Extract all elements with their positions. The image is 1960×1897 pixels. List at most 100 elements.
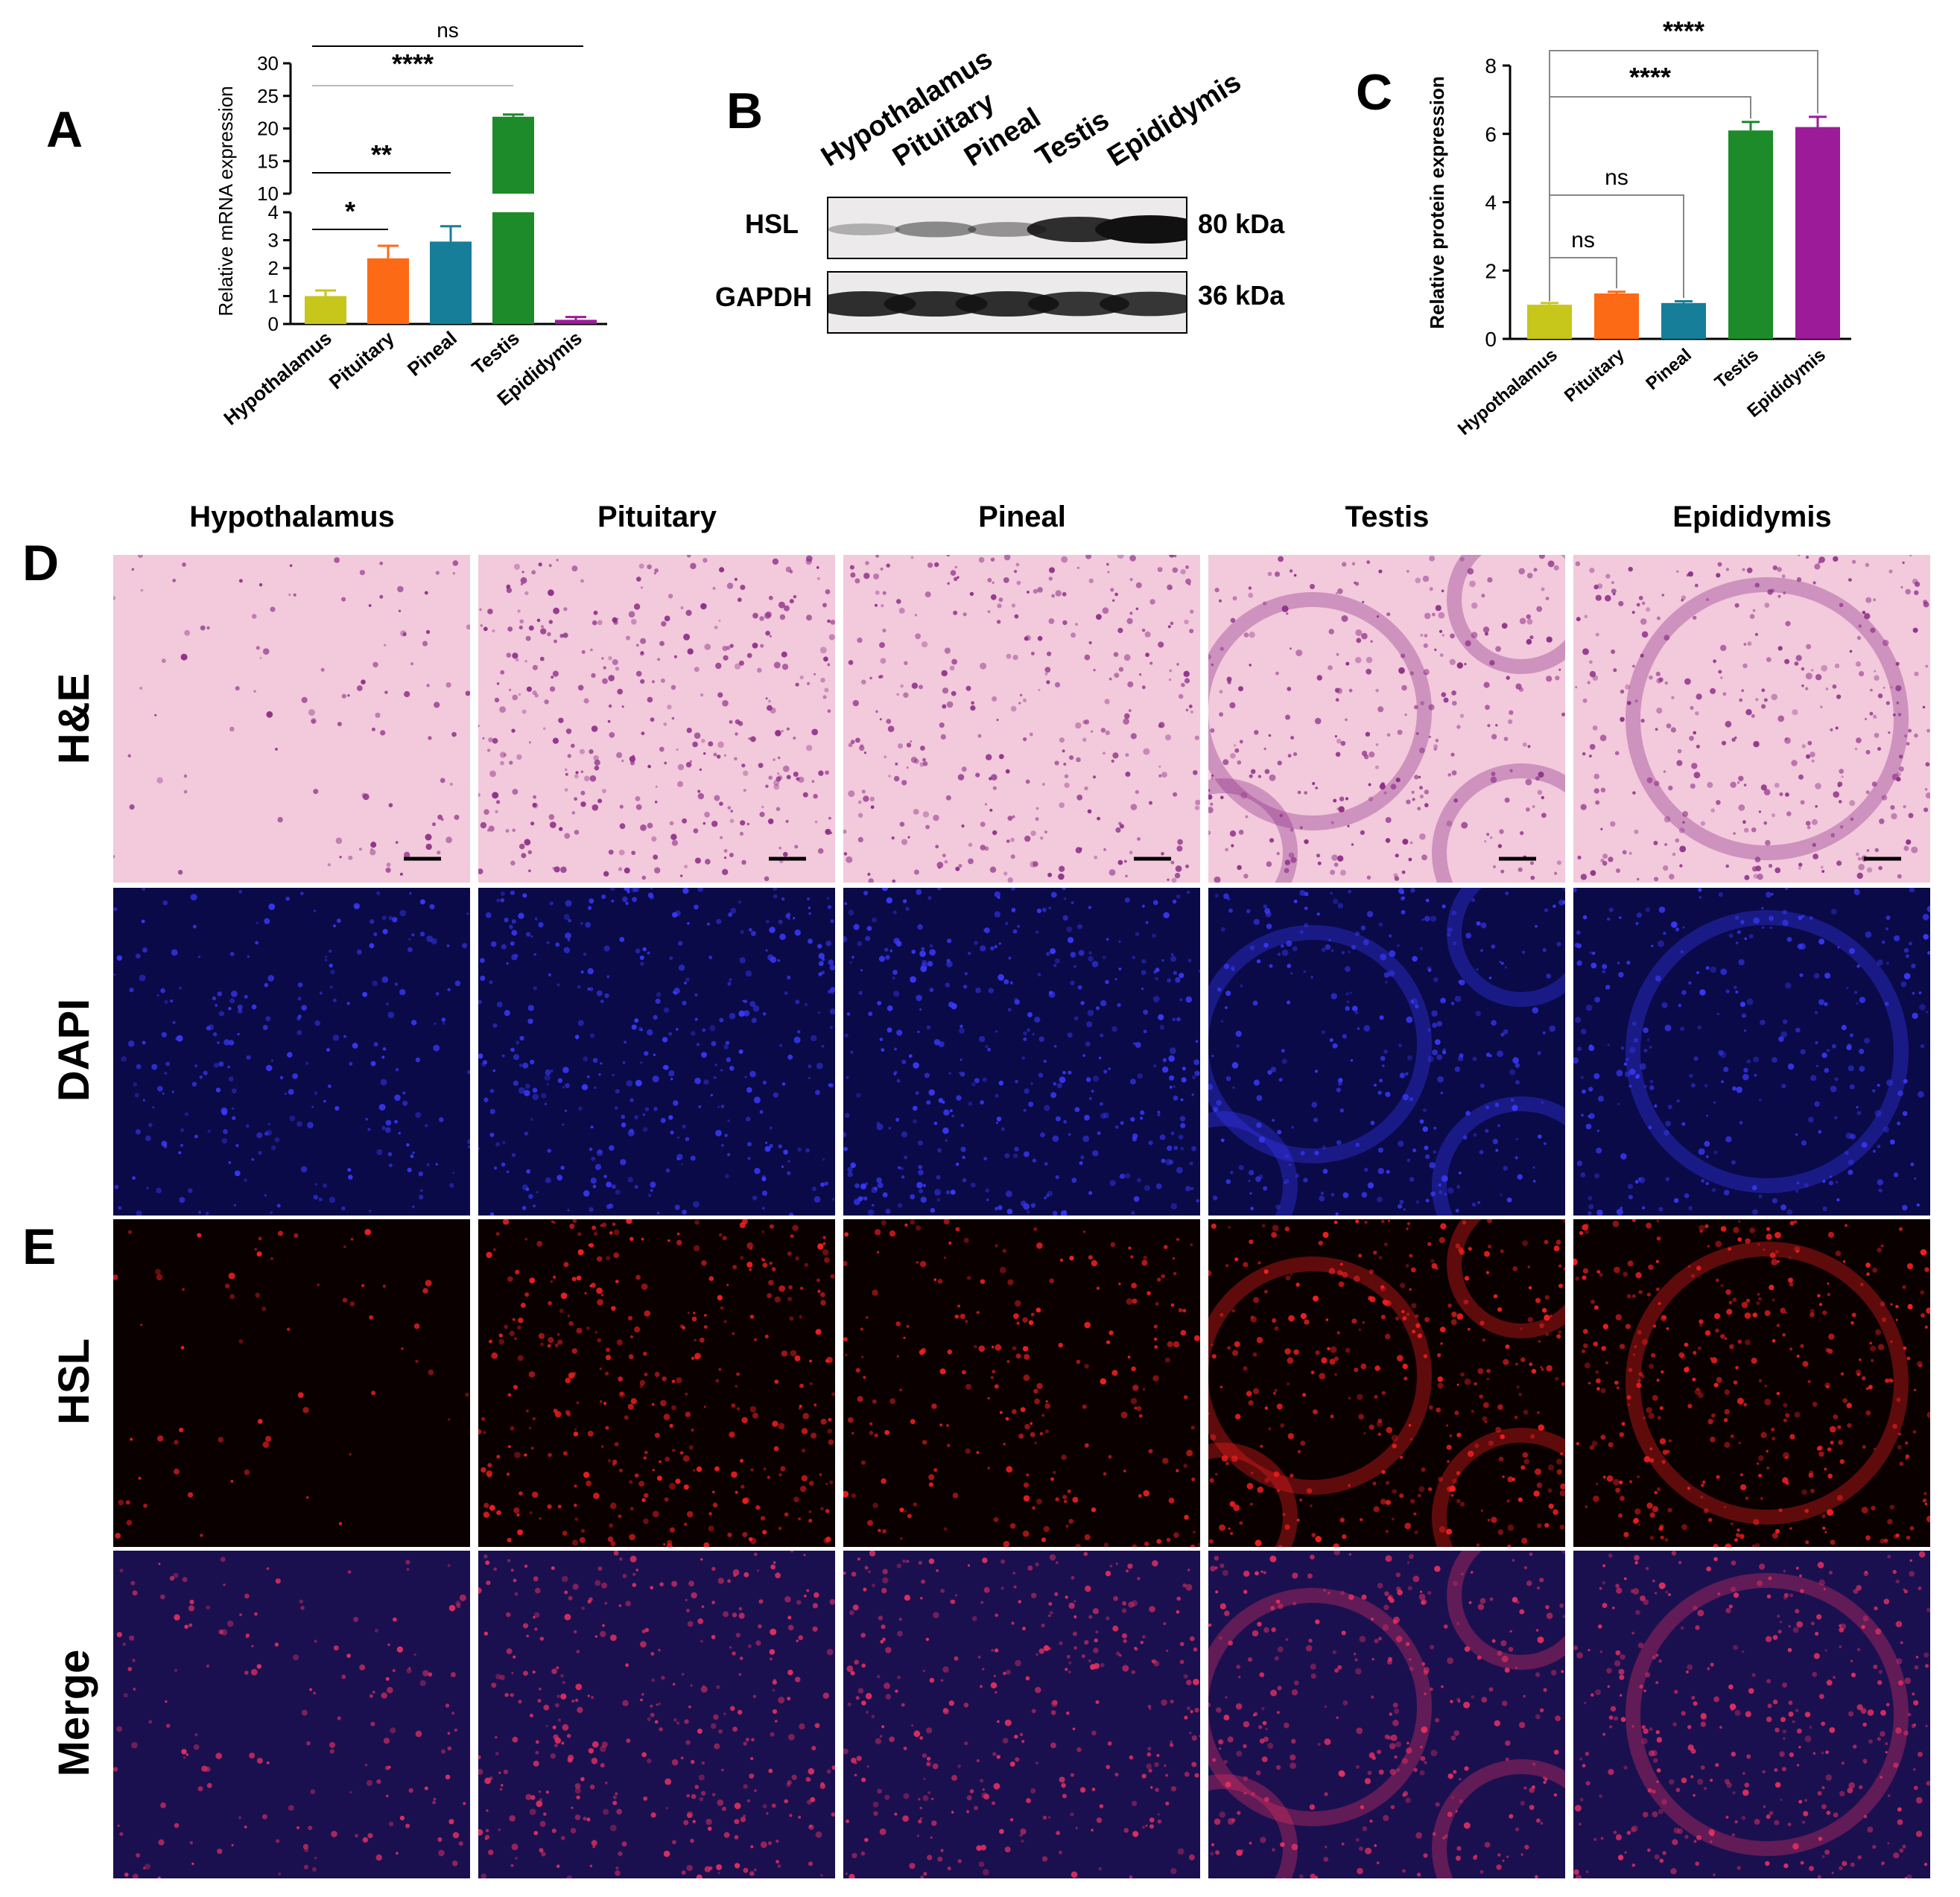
c-y-tick-label: 4 xyxy=(1485,191,1497,215)
a-y-tick-label: 10 xyxy=(257,182,279,205)
tubule-outline xyxy=(1447,888,1565,1007)
tubule-outline xyxy=(1208,1588,1432,1826)
blot-band xyxy=(884,290,988,317)
a-bar xyxy=(555,320,597,324)
micrograph-merge-testis xyxy=(1208,1551,1565,1878)
tubule-outline xyxy=(1432,763,1565,883)
tubule-outline xyxy=(1432,1096,1565,1216)
micrograph-merge-pineal xyxy=(843,1551,1200,1878)
a-sig-label: ns xyxy=(437,19,459,42)
a-y-tick-label: 15 xyxy=(257,150,279,172)
tubule-outline xyxy=(1208,1774,1298,1878)
micrograph-dapi-pineal xyxy=(843,888,1200,1216)
blot-strip-hsl xyxy=(827,197,1205,259)
tubule-outline xyxy=(1208,1111,1298,1216)
c-y-tick-label: 0 xyxy=(1485,328,1497,351)
a-x-tick-label: Pineal xyxy=(403,327,461,381)
column-header-pituitary: Pituitary xyxy=(597,501,717,533)
a-bar xyxy=(367,258,409,324)
row-header-hsl: HSL xyxy=(50,1338,98,1425)
a-y-tick-label: 30 xyxy=(257,52,279,74)
blot-band xyxy=(968,222,1047,237)
c-y-tick-label: 2 xyxy=(1485,259,1497,282)
blot-strip-gapdh xyxy=(812,271,1201,334)
c-sig-label: ns xyxy=(1571,228,1595,252)
panel-label-b: B xyxy=(726,83,764,139)
blot-band xyxy=(955,290,1059,317)
panel-label-a: A xyxy=(46,101,83,158)
tubule-outline xyxy=(1447,1551,1565,1670)
micrograph-h-e-testis xyxy=(1208,555,1565,883)
blot-size-gapdh: 36 kDa xyxy=(1198,280,1285,311)
c-sig-label: ns xyxy=(1605,165,1628,190)
c-bar xyxy=(1661,302,1706,339)
blot-band xyxy=(1095,215,1205,244)
tubule-outline xyxy=(1208,778,1298,883)
a-y-axis-title: Relative mRNA expression xyxy=(215,86,237,316)
a-x-tick-label: Testis xyxy=(467,327,523,379)
c-sig-bracket xyxy=(1549,96,1751,302)
c-sig-label: **** xyxy=(1629,62,1671,92)
a-sig-label: ** xyxy=(371,139,392,170)
a-y-tick-label: 4 xyxy=(268,201,279,223)
a-bar xyxy=(430,241,472,324)
blot-row-label-hsl: HSL xyxy=(745,209,799,239)
micrograph-h-e-epididymis xyxy=(1573,555,1930,883)
blot-lane-label: Testis xyxy=(1030,104,1115,174)
c-bar xyxy=(1728,130,1773,339)
a-bar-upper xyxy=(492,116,534,194)
blot-lane-label: Epididymis xyxy=(1102,66,1247,174)
a-bar xyxy=(492,212,534,324)
micrograph-h-e-hypothalamus xyxy=(113,555,470,883)
c-bar xyxy=(1795,127,1840,339)
micrograph-dapi-pituitary xyxy=(478,888,835,1216)
a-y-tick-label: 0 xyxy=(268,313,279,335)
tubule-outline xyxy=(1447,555,1565,674)
micrograph-h-e-pineal xyxy=(843,555,1200,883)
a-y-tick-label: 2 xyxy=(268,257,279,279)
tubule-outline xyxy=(1208,925,1432,1163)
tubule-outline xyxy=(1626,1573,1909,1856)
micrograph-merge-pituitary xyxy=(478,1551,835,1878)
a-bar xyxy=(305,296,346,324)
blot-band xyxy=(828,223,901,235)
chart-a-mrna: 0 1 2 3 410 15 20 25 30 Relative mRNA expression H… xyxy=(215,19,607,430)
panel-label-d: D xyxy=(22,535,60,591)
a-sig-label: * xyxy=(345,196,355,226)
c-x-tick-label: Pituitary xyxy=(1561,344,1628,406)
tubule-outline xyxy=(1208,1443,1298,1547)
micrograph-h-e-pituitary xyxy=(478,555,835,883)
a-y-tick-label: 20 xyxy=(257,118,279,140)
column-header-testis: Testis xyxy=(1345,501,1430,533)
a-x-tick-label: Pituitary xyxy=(325,326,399,393)
micrograph-hsl-testis xyxy=(1208,1219,1565,1547)
blot-band xyxy=(812,290,916,317)
tubule-outline xyxy=(1432,1759,1565,1878)
c-bar xyxy=(1594,293,1639,339)
micrograph-hsl-epididymis xyxy=(1573,1219,1930,1547)
c-x-tick-label: Testis xyxy=(1711,345,1763,393)
micrograph-hsl-pituitary xyxy=(478,1219,835,1547)
panel-label-c: C xyxy=(1356,64,1393,121)
micrograph-dapi-testis xyxy=(1208,888,1565,1216)
tubule-outline xyxy=(1626,1242,1909,1525)
micrograph-hsl-hypothalamus xyxy=(113,1219,470,1547)
c-y-tick-label: 8 xyxy=(1485,54,1497,77)
micrograph-hsl-pineal xyxy=(843,1219,1200,1547)
column-header-epididymis: Epididymis xyxy=(1672,501,1832,533)
c-y-axis-title: Relative protein expression xyxy=(1426,76,1448,329)
column-header-hypothalamus: Hypothalamus xyxy=(189,501,395,533)
western-blot: Hypothalamus Pituitary Pineal Testis Epididy… xyxy=(715,30,1326,358)
a-y-tick-label: 25 xyxy=(257,85,279,107)
blot-size-hsl: 80 kDa xyxy=(1198,209,1285,239)
tubule-outline xyxy=(1626,910,1909,1193)
tubule-outline xyxy=(1208,1256,1432,1495)
tubule-outline xyxy=(1432,1428,1565,1547)
row-header-merge: Merge xyxy=(50,1649,98,1777)
tubule-outline xyxy=(1626,577,1909,860)
c-x-tick-label: Hypothalamus xyxy=(1454,345,1561,439)
micrograph-merge-hypothalamus xyxy=(113,1551,470,1878)
a-sig-label: **** xyxy=(392,48,434,79)
column-header-pineal: Pineal xyxy=(978,501,1066,533)
blot-band xyxy=(1028,291,1129,317)
